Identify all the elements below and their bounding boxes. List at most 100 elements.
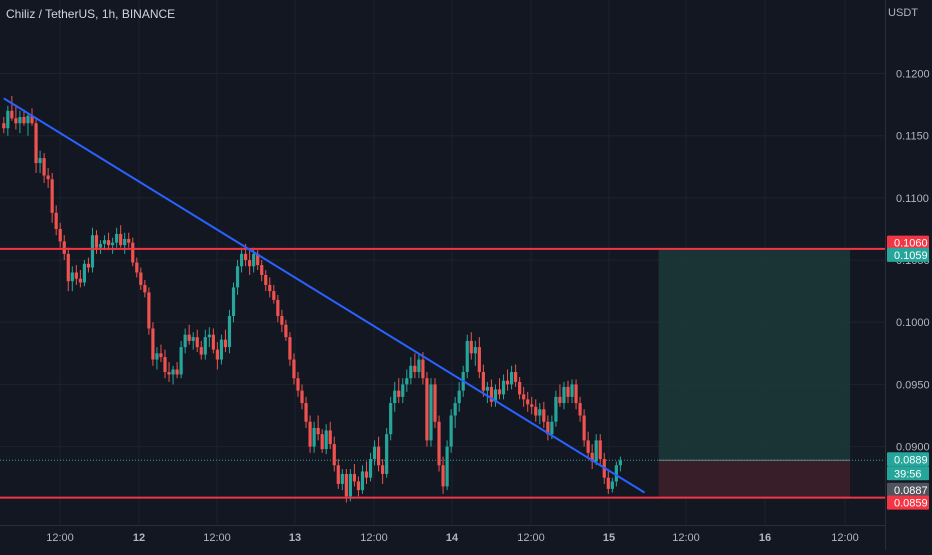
candle-body — [356, 481, 361, 491]
candle-body — [368, 459, 373, 478]
candle-body — [558, 396, 562, 404]
x-tick-label: 12:00 — [672, 532, 700, 544]
candle — [195, 329, 199, 353]
candle-body — [252, 253, 256, 267]
candle — [441, 456, 445, 494]
candle-body — [437, 421, 441, 466]
candle — [127, 232, 131, 248]
candle-body — [485, 386, 489, 391]
candle — [328, 421, 332, 450]
candle-body — [191, 337, 195, 341]
candle — [187, 324, 191, 345]
candle — [260, 260, 264, 282]
candle-body — [590, 452, 594, 462]
trendline — [3, 97, 646, 494]
candle — [18, 110, 22, 134]
candle-body — [493, 389, 498, 402]
candle — [207, 327, 211, 348]
candle-body — [582, 415, 586, 441]
candle-body — [260, 265, 264, 275]
candle — [518, 376, 522, 400]
candle-body — [94, 235, 99, 248]
candle — [191, 332, 195, 350]
candle-body — [235, 266, 240, 288]
candle-body — [397, 390, 401, 397]
candle — [211, 328, 215, 354]
candle-body — [489, 386, 494, 402]
candle-body — [417, 359, 421, 372]
candle — [590, 444, 594, 469]
candle-body — [131, 242, 135, 263]
candle-body — [405, 378, 409, 385]
candle-body — [514, 371, 518, 382]
candle — [143, 279, 147, 298]
candle — [606, 471, 610, 494]
price-label: 0.0889 — [894, 454, 928, 466]
y-tick-label: 0.0900 — [896, 442, 930, 454]
candle-body — [409, 365, 413, 379]
candle — [304, 396, 308, 428]
candle-body — [14, 118, 18, 124]
candle — [574, 379, 578, 410]
candle-body — [381, 465, 385, 474]
candle — [445, 440, 449, 491]
candle-body — [2, 123, 6, 129]
candle — [239, 247, 244, 273]
candle — [489, 379, 494, 407]
candle-body — [542, 409, 546, 422]
candle-body — [586, 440, 590, 453]
price-label-box — [887, 235, 929, 250]
candle-body — [288, 337, 292, 360]
candle-body — [606, 477, 610, 489]
candle — [501, 374, 506, 400]
candle-body — [566, 386, 570, 397]
candle — [582, 409, 586, 447]
candle — [449, 409, 453, 453]
candle — [227, 309, 232, 354]
candle-body — [570, 384, 574, 397]
candle — [614, 461, 618, 487]
candle-body — [74, 272, 78, 279]
candle — [219, 334, 224, 365]
candle-body — [42, 158, 46, 176]
candle — [175, 362, 179, 379]
candle-body — [219, 339, 224, 360]
candle-body — [272, 291, 276, 300]
candle-body — [401, 384, 405, 397]
candle-body — [179, 347, 183, 375]
candle — [30, 108, 34, 126]
candle — [308, 415, 312, 453]
candle-body — [445, 446, 449, 487]
candle — [300, 384, 304, 410]
candle — [199, 340, 203, 360]
candle — [10, 95, 14, 121]
candle — [376, 436, 381, 472]
candle-body — [167, 371, 171, 375]
candle-body — [227, 316, 232, 348]
candle — [94, 230, 99, 254]
x-tick-label: 14 — [446, 532, 459, 544]
candle — [618, 456, 622, 472]
x-tick-label: 12:00 — [517, 532, 545, 544]
candle-body — [199, 347, 203, 355]
candle — [437, 415, 441, 472]
candle — [493, 384, 498, 407]
candle-body — [372, 446, 377, 460]
candle-body — [344, 473, 348, 497]
price-label: 0.0887 — [894, 485, 928, 497]
x-tick-label: 12:00 — [831, 532, 859, 544]
candle-body — [22, 117, 26, 124]
candle — [352, 464, 357, 487]
candle — [413, 353, 417, 379]
candle — [554, 390, 558, 427]
candle-body — [147, 292, 151, 329]
candle-body — [276, 299, 280, 317]
candle — [280, 309, 284, 333]
candle-body — [58, 228, 62, 242]
candle-body — [522, 394, 526, 400]
candle — [481, 364, 485, 397]
candle-body — [106, 240, 111, 246]
candle-body — [413, 365, 417, 372]
